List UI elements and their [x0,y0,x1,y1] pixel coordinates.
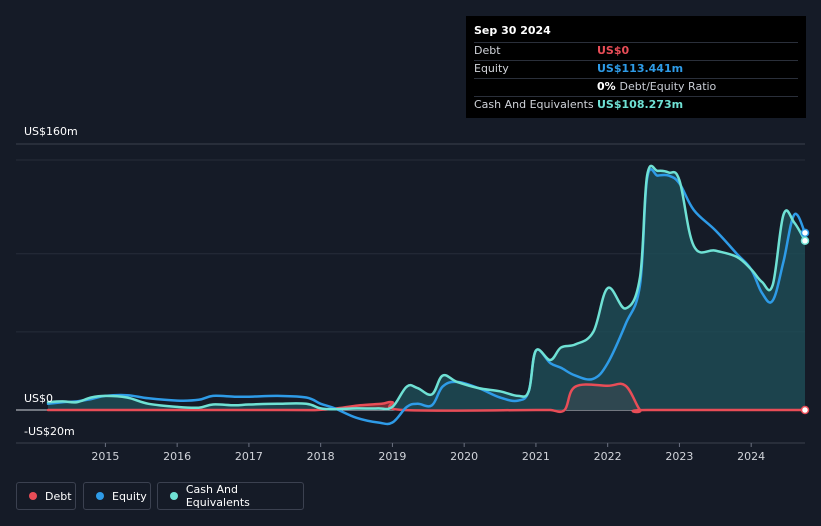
tooltip-value: 0% Debt/Equity Ratio [597,79,716,96]
x-tick-label: 2019 [378,450,406,463]
tooltip-label [474,79,597,96]
line-debt [46,382,807,414]
tooltip-row-cash: Cash And Equivalents US$108.273m [474,96,798,114]
legend-label: Debt [45,489,72,503]
x-tick-label: 2015 [91,450,119,463]
ratio-label: Debt/Equity Ratio [619,80,717,93]
legend-label: Equity [112,489,147,503]
tooltip-value: US$108.273m [597,98,684,111]
legend-label: Cash And Equivalents [185,483,250,509]
area-fills [48,165,805,412]
y-tick-label: -US$20m [24,425,75,438]
tooltip-date: Sep 30 2024 [474,24,551,37]
y-tick-label: US$160m [24,125,78,138]
marker-cash-and-equivalents [800,236,810,246]
x-tick-label: 2020 [450,450,478,463]
tooltip-row-equity: Equity US$113.441m [474,60,798,78]
legend-item-equity[interactable]: Equity [83,482,151,510]
tooltip-row-ratio: 0% Debt/Equity Ratio [474,78,798,96]
line-cash-and-equivalents [46,164,807,411]
legend-item-cash[interactable]: Cash And Equivalents [157,482,304,510]
tooltip-value: US$0 [597,44,630,57]
marker-equity [800,228,810,238]
y-axis-ticks: US$160m US$0 -US$20m [24,125,78,438]
x-tick-label: 2022 [594,450,622,463]
tooltip-panel: Sep 30 2024 Debt US$0 Equity US$113.441m… [466,16,806,118]
x-tick-label: 2018 [307,450,335,463]
area-cash-and-equivalents [48,165,805,410]
tooltip-label: Cash And Equivalents [474,98,594,111]
x-axis-ticks: 2015 2016 2017 2018 2019 2020 2021 2022 2023 2024 [91,443,765,463]
tooltip-value: US$113.441m [597,62,684,75]
x-tick-label: 2017 [235,450,263,463]
x-tick-label: 2023 [665,450,693,463]
tooltip-label: Debt [474,44,501,57]
legend-item-debt[interactable]: Debt [16,482,76,510]
tooltip-row-debt: Debt US$0 [474,42,798,60]
legend-dot-icon [170,492,178,500]
marker-debt [800,405,810,415]
series-lines [46,164,807,426]
y-tick-label: US$0 [24,392,53,405]
legend-dot-icon [29,492,37,500]
x-tick-label: 2024 [737,450,765,463]
ratio-value: 0% [597,80,616,93]
legend-dot-icon [96,492,104,500]
x-tick-label: 2016 [163,450,191,463]
tooltip-label: Equity [474,62,509,75]
end-markers [800,228,810,415]
x-tick-label: 2021 [522,450,550,463]
